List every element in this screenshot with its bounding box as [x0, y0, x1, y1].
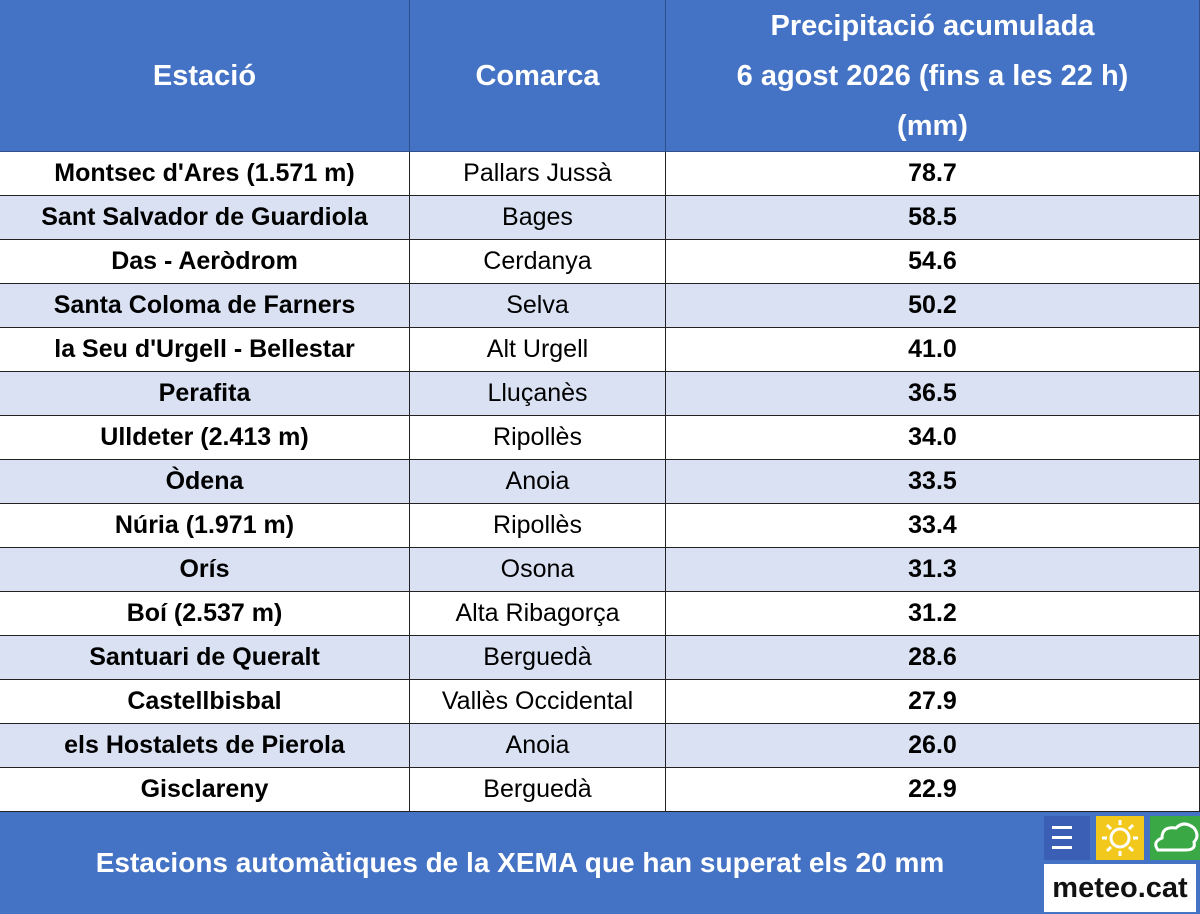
station-cell: Òdena	[0, 460, 410, 504]
logo-cloud	[1154, 822, 1199, 852]
logo-line	[1052, 836, 1072, 839]
header-cell: Estació	[0, 0, 410, 152]
header-cell: Comarca	[410, 0, 666, 152]
comarca-cell: Lluçanès	[410, 372, 666, 416]
header-line: 6 agost 2026 (fins a les 22 h)	[736, 59, 1129, 92]
precipitation-cell: 54.6	[666, 240, 1200, 284]
comarca-cell: Ripollès	[410, 416, 666, 460]
station-cell: Perafita	[0, 372, 410, 416]
header-line: Precipitació acumulada	[770, 9, 1095, 42]
precipitation-cell: 22.9	[666, 768, 1200, 812]
station-cell: Ulldeter (2.413 m)	[0, 416, 410, 460]
precipitation-cell: 58.5	[666, 196, 1200, 240]
precipitation-cell: 34.0	[666, 416, 1200, 460]
precipitation-cell: 33.4	[666, 504, 1200, 548]
station-cell: Sant Salvador de Guardiola	[0, 196, 410, 240]
precipitation-cell: 31.3	[666, 548, 1200, 592]
precipitation-cell: 50.2	[666, 284, 1200, 328]
precipitation-cell: 28.6	[666, 636, 1200, 680]
station-cell: Orís	[0, 548, 410, 592]
comarca-cell: Ripollès	[410, 504, 666, 548]
station-cell: els Hostalets de Pierola	[0, 724, 410, 768]
precipitation-cell: 41.0	[666, 328, 1200, 372]
comarca-cell: Alt Urgell	[410, 328, 666, 372]
comarca-cell: Osona	[410, 548, 666, 592]
comarca-cell: Cerdanya	[410, 240, 666, 284]
comarca-cell: Bages	[410, 196, 666, 240]
logo-cloud-box	[1150, 816, 1200, 860]
precipitation-cell: 36.5	[666, 372, 1200, 416]
station-cell: Castellbisbal	[0, 680, 410, 724]
header-cell: Precipitació acumulada 6 agost 2026 (fins…	[666, 0, 1200, 152]
precipitation-cell: 26.0	[666, 724, 1200, 768]
logo-text: meteo.cat	[1044, 864, 1196, 912]
station-cell: Montsec d'Ares (1.571 m)	[0, 152, 410, 196]
logo-sun-rays	[1102, 820, 1138, 856]
comarca-cell: Pallars Jussà	[410, 152, 666, 196]
station-cell: Santa Coloma de Farners	[0, 284, 410, 328]
comarca-cell: Berguedà	[410, 636, 666, 680]
precipitation-cell: 33.5	[666, 460, 1200, 504]
station-cell: Núria (1.971 m)	[0, 504, 410, 548]
station-cell: Gisclareny	[0, 768, 410, 812]
precipitation-cell: 31.2	[666, 592, 1200, 636]
logo: meteo.cat	[1040, 812, 1200, 914]
comarca-cell: Anoia	[410, 724, 666, 768]
comarca-cell: Berguedà	[410, 768, 666, 812]
comarca-cell: Anoia	[410, 460, 666, 504]
footer-caption: Estacions automàtiques de la XEMA que ha…	[0, 812, 1040, 914]
station-cell: Das - Aeròdrom	[0, 240, 410, 284]
precipitation-cell: 27.9	[666, 680, 1200, 724]
logo-icons	[1044, 816, 1200, 860]
station-cell: la Seu d'Urgell - Bellestar	[0, 328, 410, 372]
station-cell: Boí (2.537 m)	[0, 592, 410, 636]
precipitation-cell: 78.7	[666, 152, 1200, 196]
header-line: (mm)	[897, 109, 968, 142]
logo-line	[1052, 846, 1072, 849]
logo-sun	[1109, 827, 1131, 849]
station-cell: Santuari de Queralt	[0, 636, 410, 680]
comarca-cell: Selva	[410, 284, 666, 328]
comarca-cell: Alta Ribagorça	[410, 592, 666, 636]
logo-line	[1052, 826, 1072, 829]
comarca-cell: Vallès Occidental	[410, 680, 666, 724]
